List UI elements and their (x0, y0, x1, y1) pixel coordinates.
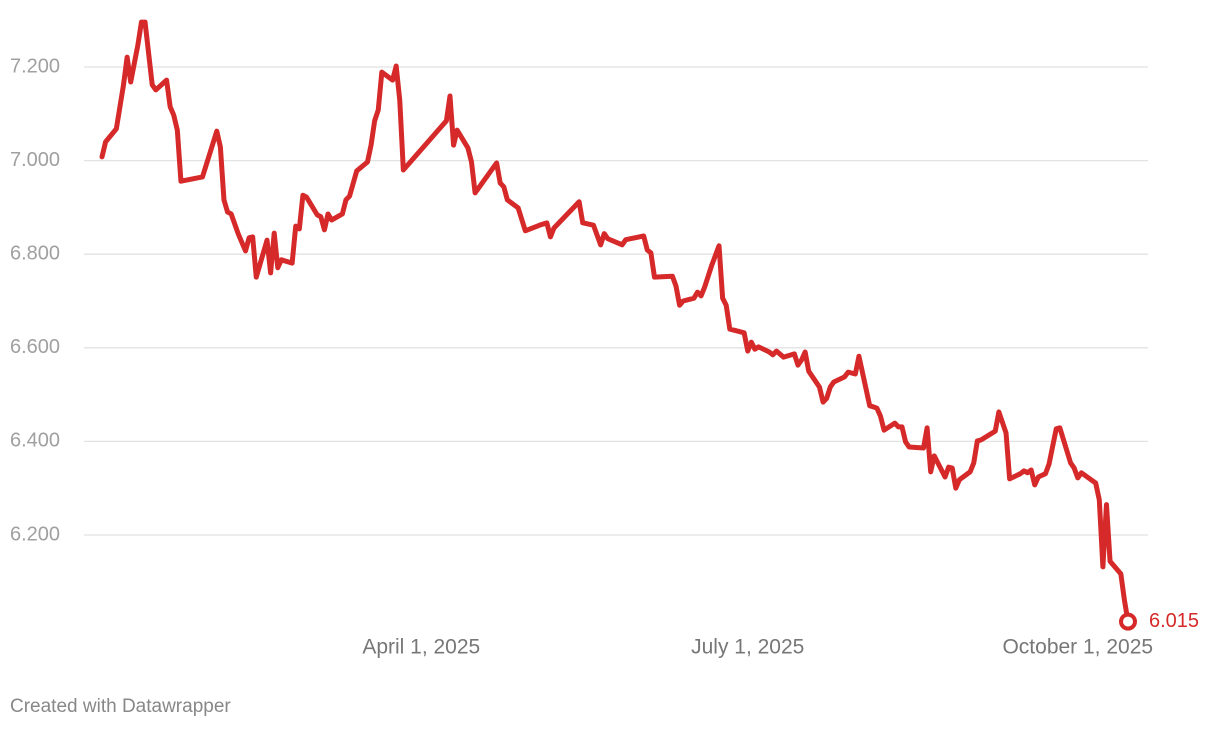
y-tick-label: 6.200 (10, 523, 60, 545)
end-marker (1119, 612, 1137, 631)
data-line (99, 19, 1131, 625)
y-tick-label: 6.800 (10, 242, 60, 264)
y-tick-label: 6.400 (10, 430, 60, 452)
y-tick-label: 6.600 (10, 336, 60, 358)
y-tick-label: 7.000 (10, 149, 60, 171)
source-credit: Created with Datawrapper (10, 696, 231, 717)
x-tick-label: October 1, 2025 (1002, 636, 1153, 659)
x-tick-label: April 1, 2025 (362, 636, 480, 659)
x-tick-label: July 1, 2025 (691, 636, 804, 659)
value-label: 6.015 (1149, 610, 1199, 632)
y-tick-label: 7.200 (10, 55, 60, 77)
